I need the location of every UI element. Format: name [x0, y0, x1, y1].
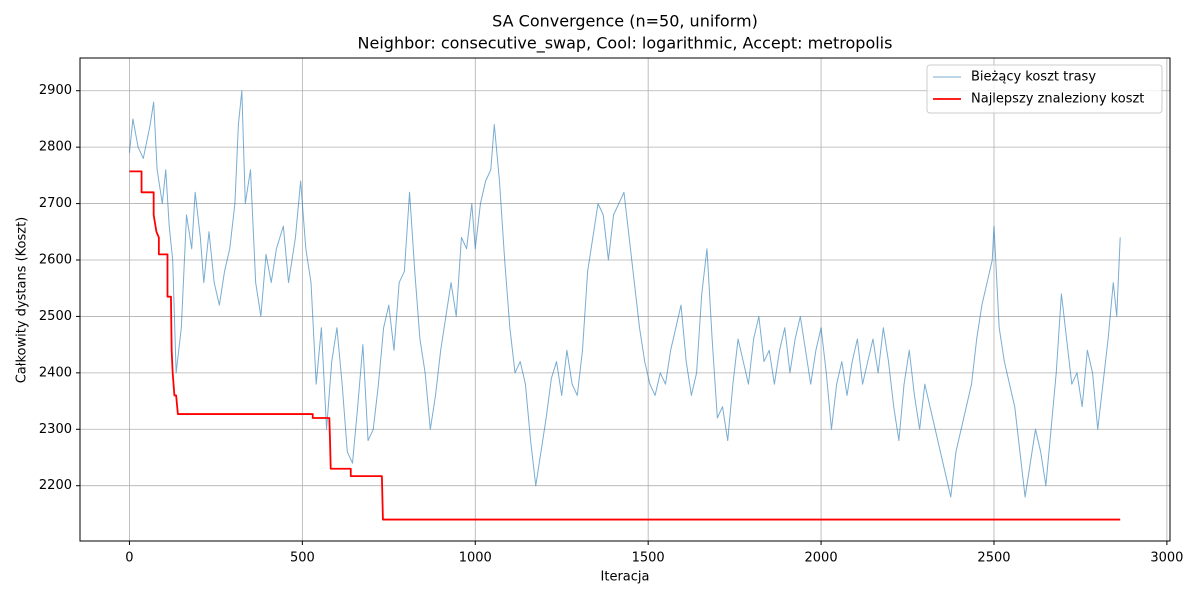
chart-subtitle: Neighbor: consecutive_swap, Cool: logari… — [358, 34, 893, 54]
legend-label: Bieżący koszt trasy — [971, 70, 1096, 85]
y-tick-label: 2400 — [39, 365, 72, 380]
legend-box — [926, 64, 1163, 114]
x-tick-label: 2500 — [977, 551, 1010, 566]
chart-title: SA Convergence (n=50, uniform) — [492, 12, 758, 31]
legend-label: Najlepszy znaleziony koszt — [971, 92, 1144, 107]
series-line — [128, 90, 1121, 498]
series-line — [129, 170, 1121, 521]
x-tick-label: 3000 — [1150, 551, 1183, 566]
x-tick-label: 1000 — [459, 551, 492, 566]
y-tick-label: 2800 — [39, 140, 72, 155]
legend: Bieżący koszt trasy Najlepszy znaleziony … — [926, 64, 1163, 114]
y-tick-label: 2900 — [39, 83, 72, 98]
x-axis-label: Iteracja — [601, 570, 650, 585]
x-tick-label: 1500 — [632, 551, 665, 566]
x-tick-label: 2000 — [805, 551, 838, 566]
x-tick-label: 500 — [290, 551, 315, 566]
y-tick-label: 2300 — [39, 422, 72, 437]
y-axis-label: Całkowity dystans (Koszt) — [15, 217, 30, 384]
y-tick-label: 2700 — [39, 196, 72, 211]
y-tick-label: 2500 — [39, 309, 72, 324]
plot-frame — [79, 57, 1171, 542]
x-tick-label: 0 — [125, 551, 133, 566]
y-tick-label: 2600 — [39, 253, 72, 268]
y-tick-label: 2200 — [39, 478, 72, 493]
